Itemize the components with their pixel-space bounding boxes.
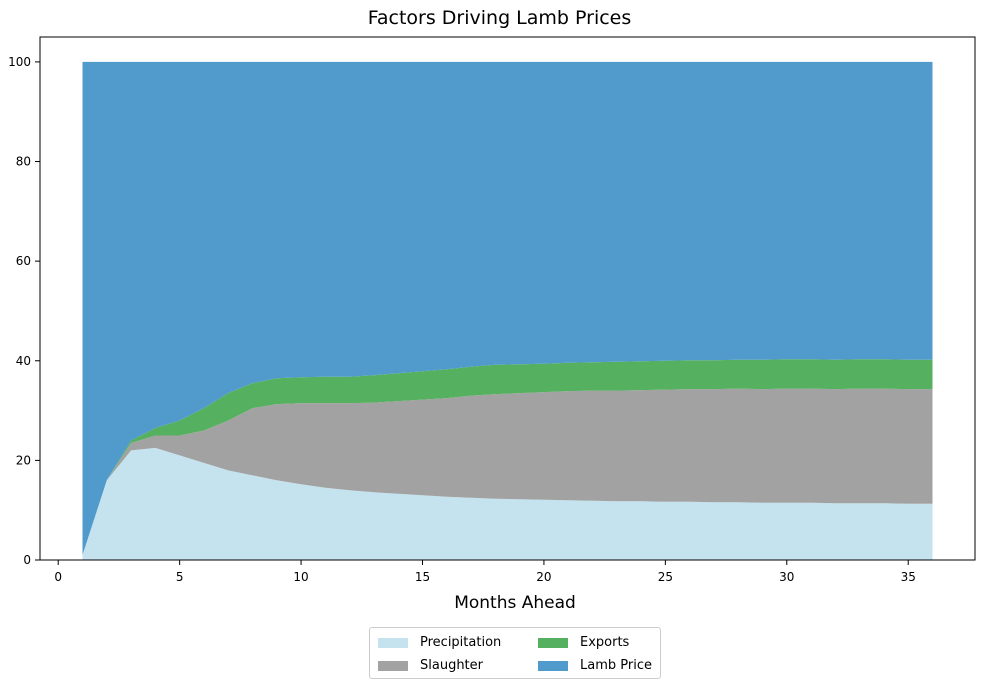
- area-series-exports: [82, 359, 933, 556]
- legend-label: Exports: [580, 635, 630, 650]
- x-tick-label: 0: [54, 570, 62, 584]
- legend-swatch: [378, 637, 408, 648]
- legend-label: Slaughter: [420, 658, 484, 673]
- y-tick-label: 40: [16, 354, 31, 368]
- x-tick-label: 35: [901, 570, 916, 584]
- legend-swatch: [538, 660, 568, 671]
- x-axis-ticks: 0 5 10 15 20 25 30 35: [54, 560, 916, 584]
- legend-item-slaughter: Slaughter: [378, 658, 483, 673]
- y-tick-label: 80: [16, 155, 31, 169]
- y-tick-label: 100: [8, 55, 31, 69]
- area-series-precipitation: [82, 447, 933, 560]
- legend-swatch: [538, 637, 568, 648]
- y-tick-label: 20: [16, 453, 31, 467]
- legend-item-precipitation: Precipitation: [378, 635, 501, 650]
- legend-label: Lamb Price: [580, 658, 652, 673]
- x-axis-label: Months Ahead: [454, 593, 576, 613]
- series-areas: [82, 61, 933, 560]
- x-tick-label: 30: [779, 570, 794, 584]
- legend-item-exports: Exports: [538, 635, 629, 650]
- plot-frame: [39, 36, 976, 561]
- x-tick-label: 25: [658, 570, 673, 584]
- x-tick-label: 10: [293, 570, 308, 584]
- x-tick-label: 20: [536, 570, 551, 584]
- x-tick-label: 15: [415, 570, 430, 584]
- legend-label: Precipitation: [420, 635, 502, 650]
- legend: Precipitation Slaughter Exports Lamb Pri…: [369, 627, 661, 679]
- y-tick-label: 0: [23, 553, 31, 567]
- legend-swatch: [378, 660, 408, 671]
- y-tick-label: 60: [16, 254, 31, 268]
- y-axis-ticks: 0 20 40 60 80 100: [8, 55, 40, 567]
- chart-title: Factors Driving Lamb Prices: [367, 7, 632, 29]
- x-tick-label: 5: [176, 570, 184, 584]
- legend-item-lamb-price: Lamb Price: [538, 658, 652, 673]
- area-series-slaughter: [82, 388, 933, 556]
- area-series-lamb-price: [82, 61, 933, 556]
